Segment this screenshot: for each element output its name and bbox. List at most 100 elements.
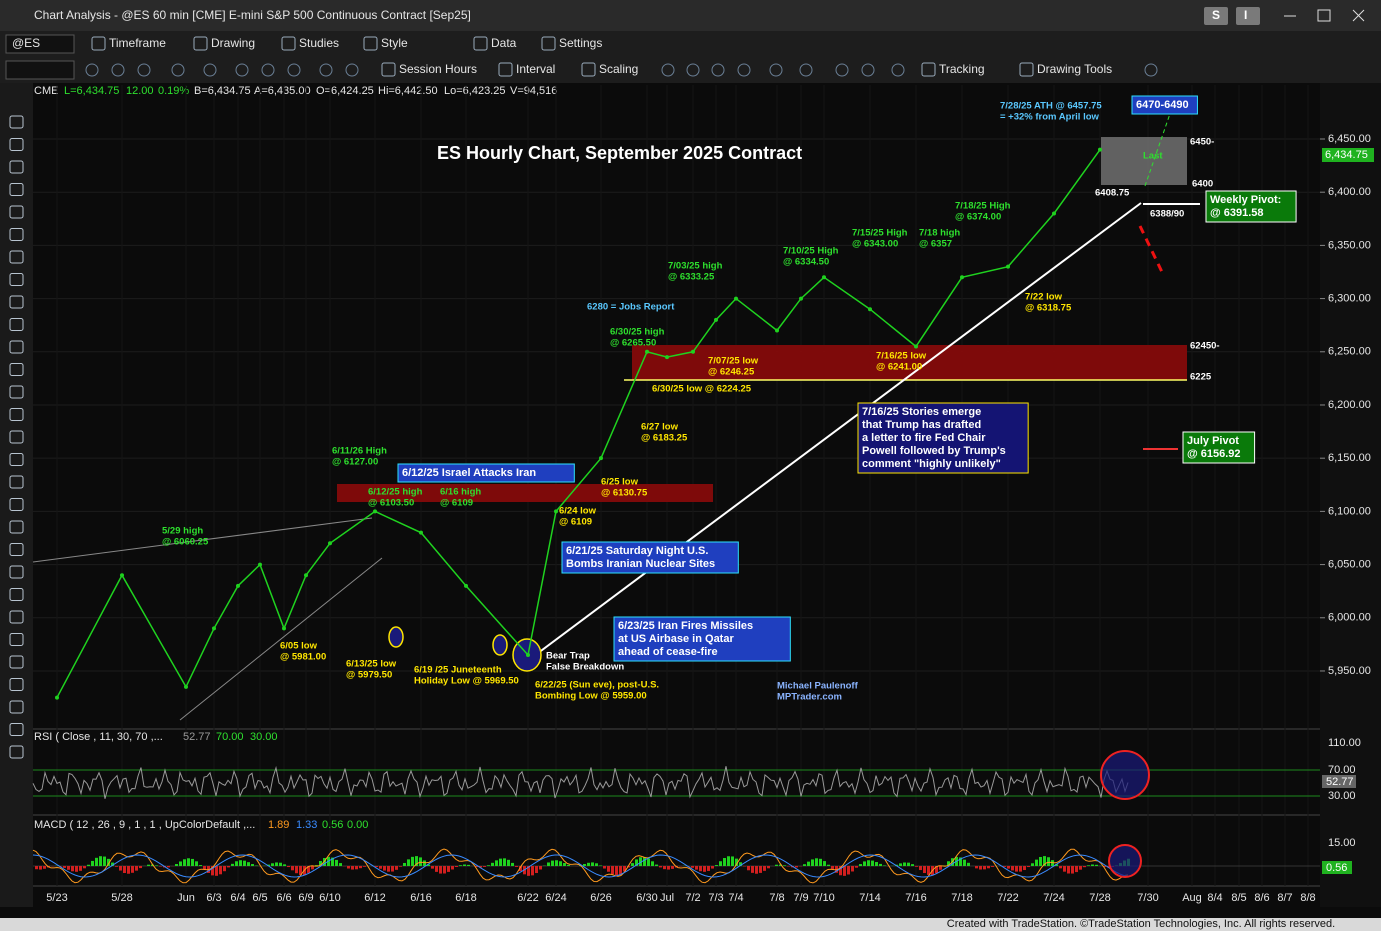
- toolbar-icon[interactable]: [137, 63, 151, 77]
- tool-icon[interactable]: [9, 565, 24, 579]
- toolbar-button[interactable]: Interval: [516, 62, 555, 76]
- symbol-box[interactable]: [5, 34, 75, 54]
- toolbar-button[interactable]: Studies: [299, 36, 339, 50]
- toolbar-button[interactable]: Session Hours: [399, 62, 477, 76]
- price-point: [665, 355, 669, 360]
- tool-icon[interactable]: [9, 610, 24, 624]
- tool-icon[interactable]: [9, 385, 24, 399]
- status-field: Lo=6,423.25: [444, 85, 505, 97]
- x-tick-label: 6/24: [545, 892, 566, 904]
- interval-box[interactable]: [5, 60, 75, 80]
- toolbar-icon[interactable]: [261, 63, 275, 77]
- tool-icon[interactable]: [9, 363, 24, 376]
- x-tick-label: 8/7: [1277, 892, 1292, 904]
- tool-icon[interactable]: [9, 295, 24, 309]
- toolbar-icon[interactable]: [711, 63, 725, 77]
- toolbar-button[interactable]: Drawing: [211, 36, 255, 50]
- rsi-last-tag: [1322, 775, 1356, 788]
- window-button[interactable]: [1236, 7, 1260, 25]
- tool-icon[interactable]: [9, 160, 24, 174]
- tool-icon[interactable]: [9, 183, 24, 196]
- toolbar-icon[interactable]: [769, 63, 783, 77]
- macd-histogram: [1031, 863, 1034, 866]
- macd-histogram: [719, 861, 722, 866]
- toolbar-icon[interactable]: [498, 62, 513, 77]
- tool-icon[interactable]: [9, 318, 24, 331]
- macd-histogram: [399, 866, 402, 867]
- toolbar-icon[interactable]: [1144, 63, 1158, 77]
- tool-icon[interactable]: [9, 250, 24, 264]
- toolbar-button[interactable]: Tracking: [939, 62, 985, 76]
- toolbar-button[interactable]: Drawing Tools: [1037, 62, 1112, 76]
- toolbar-icon[interactable]: [581, 62, 596, 77]
- toolbar-icon[interactable]: [287, 63, 301, 77]
- toolbar-icon[interactable]: [171, 63, 185, 77]
- toolbar-button[interactable]: Data: [491, 36, 517, 50]
- macd-histogram: [1035, 859, 1038, 866]
- tool-icon[interactable]: [9, 723, 24, 736]
- toolbar-icon[interactable]: [891, 63, 905, 77]
- toolbar-icon[interactable]: [921, 62, 936, 77]
- toolbar-icon[interactable]: [541, 36, 556, 51]
- macd-histogram: [1107, 866, 1110, 868]
- macd-histogram: [843, 866, 846, 876]
- macd-histogram: [747, 866, 750, 871]
- tool-icon[interactable]: [9, 340, 24, 354]
- window-button[interactable]: [1204, 7, 1228, 25]
- tool-icon[interactable]: [9, 475, 24, 489]
- tool-icon[interactable]: [9, 588, 24, 601]
- macd-histogram: [631, 863, 634, 866]
- toolbar-icon[interactable]: [345, 63, 359, 77]
- toolbar-button[interactable]: Scaling: [599, 62, 638, 76]
- toolbar-icon[interactable]: [381, 62, 396, 77]
- tool-icon[interactable]: [9, 138, 24, 151]
- toolbar-icon[interactable]: [111, 63, 125, 77]
- tool-icon[interactable]: [9, 453, 24, 466]
- tool-icon[interactable]: [9, 228, 24, 241]
- tool-icon[interactable]: [9, 655, 24, 669]
- toolbar-icon[interactable]: [1019, 62, 1034, 77]
- window-button-label[interactable]: I: [1244, 8, 1247, 22]
- tool-icon[interactable]: [9, 678, 24, 691]
- macd-histogram: [699, 866, 702, 872]
- tool-icon[interactable]: [9, 205, 24, 219]
- tool-icon[interactable]: [9, 543, 24, 556]
- toolbar-button[interactable]: Timeframe: [109, 36, 166, 50]
- macd-histogram: [359, 866, 362, 869]
- macd-histogram: [667, 866, 670, 870]
- tool-icon[interactable]: [9, 745, 24, 759]
- toolbar-icon[interactable]: [85, 63, 99, 77]
- toolbar-button[interactable]: Style: [381, 36, 408, 50]
- window-button-label[interactable]: S: [1212, 8, 1220, 22]
- toolbar-icon[interactable]: [661, 63, 675, 77]
- macd-histogram: [1071, 866, 1074, 874]
- toolbar-icon[interactable]: [91, 36, 106, 51]
- symbol-text[interactable]: @ES: [12, 36, 40, 50]
- toolbar-icon[interactable]: [319, 63, 333, 77]
- toolbar-icon[interactable]: [281, 36, 296, 51]
- tool-icon[interactable]: [9, 115, 24, 129]
- toolbar-icon[interactable]: [861, 63, 875, 77]
- toolbar-icon[interactable]: [193, 36, 208, 51]
- toolbar-icon[interactable]: [363, 36, 378, 51]
- tool-icon[interactable]: [9, 498, 24, 511]
- toolbar-button[interactable]: Settings: [559, 36, 602, 50]
- tool-icon[interactable]: [9, 633, 24, 646]
- price-point: [258, 562, 262, 567]
- toolbar-icon[interactable]: [686, 63, 700, 77]
- toolbar-icon[interactable]: [799, 63, 813, 77]
- toolbar-icon[interactable]: [835, 63, 849, 77]
- tool-icon[interactable]: [9, 408, 24, 421]
- y-tick-label: 6,400.00: [1328, 186, 1371, 198]
- tool-icon[interactable]: [9, 520, 24, 534]
- toolbar-icon[interactable]: [235, 63, 249, 77]
- tool-icon[interactable]: [9, 700, 24, 714]
- macd-histogram: [727, 856, 730, 866]
- price-point: [775, 328, 779, 333]
- toolbar-icon[interactable]: [203, 63, 217, 77]
- tool-icon[interactable]: [9, 430, 24, 444]
- toolbar-icon[interactable]: [737, 63, 751, 77]
- macd-histogram: [203, 866, 206, 870]
- toolbar-icon[interactable]: [473, 36, 488, 51]
- tool-icon[interactable]: [9, 273, 24, 286]
